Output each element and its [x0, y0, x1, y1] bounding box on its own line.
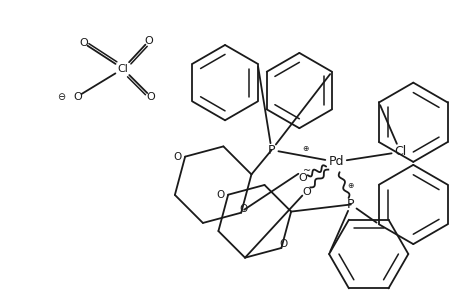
Text: O: O — [216, 190, 224, 200]
Text: O: O — [297, 173, 306, 183]
Text: ⊖: ⊖ — [57, 92, 66, 101]
Text: O: O — [239, 204, 247, 214]
Text: Cl: Cl — [393, 146, 406, 158]
Text: O: O — [146, 92, 155, 101]
Text: O: O — [144, 36, 153, 46]
Text: O: O — [301, 187, 310, 196]
Text: Pd: Pd — [328, 155, 343, 168]
Text: ~: ~ — [302, 166, 311, 176]
Text: Cl: Cl — [118, 64, 128, 74]
Text: P: P — [347, 198, 354, 211]
Text: O: O — [279, 239, 287, 249]
Text: ⊕: ⊕ — [302, 143, 308, 152]
Text: O: O — [79, 38, 88, 48]
Text: O: O — [173, 152, 181, 162]
Text: P: P — [267, 143, 275, 157]
Text: O: O — [73, 92, 82, 101]
Text: ⊕: ⊕ — [347, 181, 353, 190]
